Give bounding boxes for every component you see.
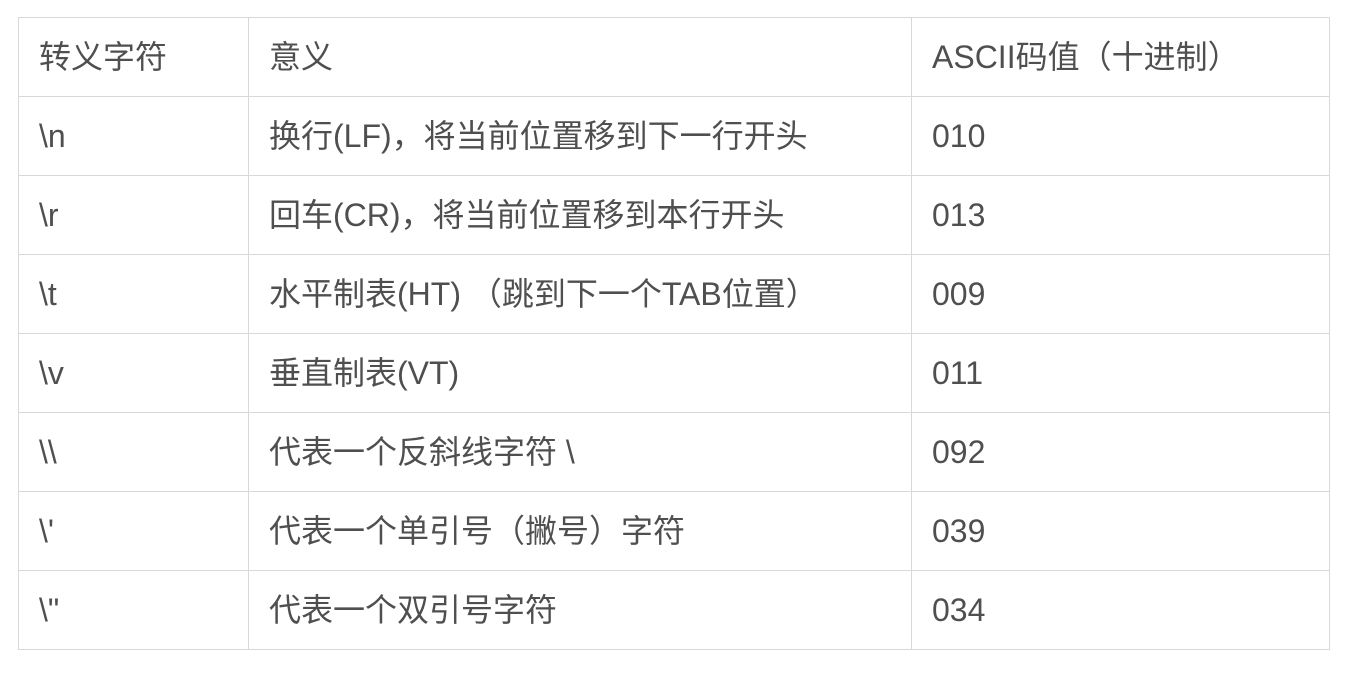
column-header-meaning: 意义 [248,17,912,97]
ascii-value-cell: 010 [911,96,1330,176]
table-row: \n 换行(LF)，将当前位置移到下一行开头 010 [18,96,1330,176]
ascii-value-cell: 034 [911,570,1330,650]
ascii-value-cell: 011 [911,333,1330,413]
ascii-value-cell: 039 [911,491,1330,571]
meaning-cell: 回车(CR)，将当前位置移到本行开头 [248,175,912,255]
escape-characters-table: 转义字符 意义 ASCII码值（十进制） \n 换行(LF)，将当前位置移到下一… [18,17,1330,650]
escape-char-cell: \\ [18,412,249,492]
meaning-cell: 代表一个双引号字符 [248,570,912,650]
escape-char-cell: \" [18,570,249,650]
escape-char-cell: \' [18,491,249,571]
ascii-value-cell: 009 [911,254,1330,334]
ascii-value-cell: 013 [911,175,1330,255]
column-header-ascii-value: ASCII码值（十进制） [911,17,1330,97]
table-row: \r 回车(CR)，将当前位置移到本行开头 013 [18,175,1330,255]
meaning-cell: 垂直制表(VT) [248,333,912,413]
ascii-value-cell: 092 [911,412,1330,492]
escape-char-cell: \r [18,175,249,255]
table-header-row: 转义字符 意义 ASCII码值（十进制） [18,17,1330,97]
column-header-escape-char: 转义字符 [18,17,249,97]
table-row: \t 水平制表(HT) （跳到下一个TAB位置） 009 [18,254,1330,334]
escape-char-cell: \t [18,254,249,334]
table-row: \\ 代表一个反斜线字符 \ 092 [18,412,1330,492]
meaning-cell: 代表一个单引号（撇号）字符 [248,491,912,571]
table-row: \' 代表一个单引号（撇号）字符 039 [18,491,1330,571]
meaning-cell: 换行(LF)，将当前位置移到下一行开头 [248,96,912,176]
meaning-cell: 代表一个反斜线字符 \ [248,412,912,492]
meaning-cell: 水平制表(HT) （跳到下一个TAB位置） [248,254,912,334]
escape-char-cell: \n [18,96,249,176]
table-row: \" 代表一个双引号字符 034 [18,570,1330,650]
table-row: \v 垂直制表(VT) 011 [18,333,1330,413]
escape-char-cell: \v [18,333,249,413]
